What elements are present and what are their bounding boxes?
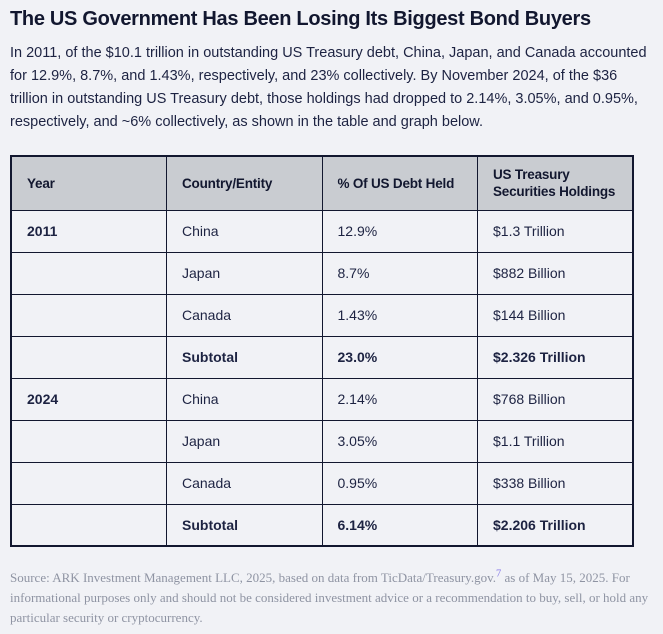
holdings-cell: $2.326 Trillion: [477, 335, 634, 379]
source-note: Source: ARK Investment Management LLC, 2…: [10, 568, 653, 628]
year-cell: [10, 461, 167, 505]
percent-cell: 6.14%: [321, 503, 478, 547]
holdings-cell: $1.3 Trillion: [477, 209, 634, 253]
holdings-cell: $1.1 Trillion: [477, 419, 634, 463]
holdings-cell: $338 Billion: [477, 461, 634, 505]
country-cell: China: [166, 377, 323, 421]
table-row: Japan 3.05% $1.1 Trillion: [10, 419, 634, 463]
holdings-cell: $768 Billion: [477, 377, 634, 421]
page-title: The US Government Has Been Losing Its Bi…: [10, 8, 591, 30]
year-cell: [10, 503, 167, 547]
country-cell: Canada: [166, 293, 323, 337]
percent-cell: 8.7%: [321, 251, 478, 295]
country-cell: Japan: [166, 251, 323, 295]
table-row: Canada 0.95% $338 Billion: [10, 461, 634, 505]
percent-cell: 1.43%: [321, 293, 478, 337]
column-header: % Of US Debt Held: [321, 155, 478, 211]
column-header: Year: [10, 155, 167, 211]
table-body: 2011 China 12.9% $1.3 Trillion Japan 8.7% $882…: [10, 209, 634, 547]
percent-cell: 3.05%: [321, 419, 478, 463]
source-text-suffix: as of May 15, 2025. For informational pu…: [10, 570, 649, 625]
country-cell: Subtotal: [166, 503, 323, 547]
year-cell: [10, 251, 167, 295]
percent-cell: 0.95%: [321, 461, 478, 505]
percent-cell: 12.9%: [321, 209, 478, 253]
column-header: US Treasury Securities Holdings: [477, 155, 634, 211]
percent-cell: 23.0%: [321, 335, 478, 379]
table-row: Canada 1.43% $144 Billion: [10, 293, 634, 337]
percent-cell: 2.14%: [321, 377, 478, 421]
holdings-table: Year Country/Entity% Of US Debt Held US Tr…: [10, 155, 634, 547]
year-cell: [10, 293, 167, 337]
source-text-prefix: Source: ARK Investment Management LLC, 2…: [10, 570, 496, 585]
table-row: Japan 8.7% $882 Billion: [10, 251, 634, 295]
country-cell: Japan: [166, 419, 323, 463]
holdings-cell: $2.206 Trillion: [477, 503, 634, 547]
year-cell: 2011: [10, 209, 167, 253]
year-cell: 2024: [10, 377, 167, 421]
table-row: 2024 China 2.14% $768 Billion: [10, 377, 634, 421]
table-row: Subtotal 6.14% $2.206 Trillion: [10, 503, 634, 547]
year-cell: [10, 419, 167, 463]
intro-paragraph: In 2011, of the $10.1 trillion in outsta…: [10, 45, 647, 130]
table-head: Year Country/Entity% Of US Debt Held US Tr…: [10, 155, 634, 211]
table-row: 2011 China 12.9% $1.3 Trillion: [10, 209, 634, 253]
country-cell: China: [166, 209, 323, 253]
table-row: Subtotal 23.0% $2.326 Trillion: [10, 335, 634, 379]
table-header-row: Year Country/Entity% Of US Debt Held US Tr…: [10, 155, 634, 211]
holdings-cell: $882 Billion: [477, 251, 634, 295]
year-cell: [10, 335, 167, 379]
holdings-cell: $144 Billion: [477, 293, 634, 337]
column-header: Country/Entity: [166, 155, 323, 211]
country-cell: Canada: [166, 461, 323, 505]
footnote-link[interactable]: 7: [495, 568, 502, 580]
country-cell: Subtotal: [166, 335, 323, 379]
